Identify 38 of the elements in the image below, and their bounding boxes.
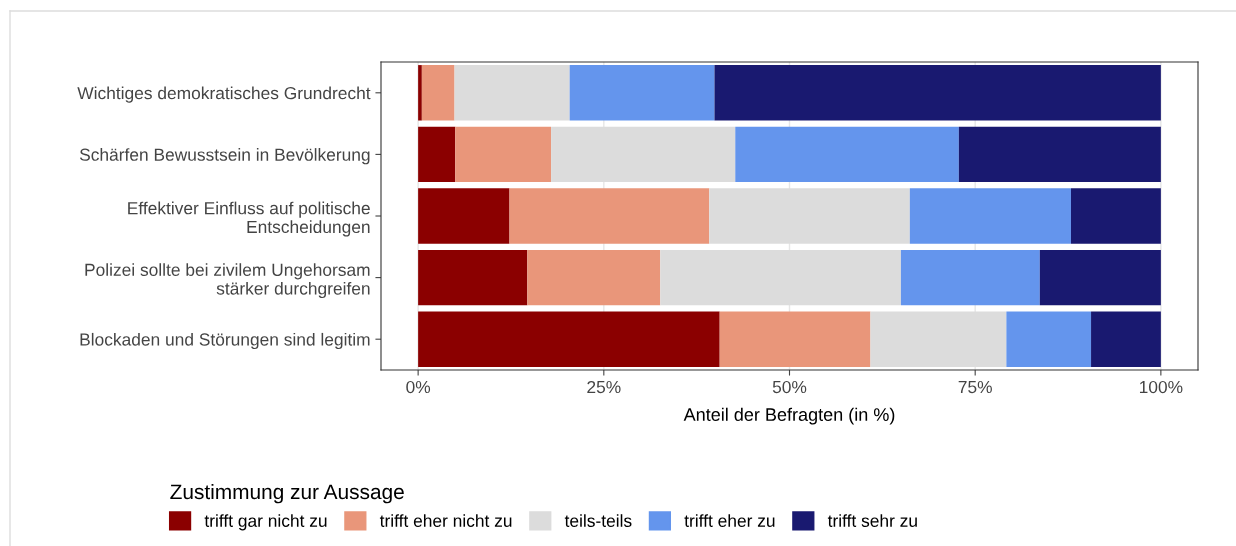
bar (719, 311, 871, 367)
bar (418, 311, 720, 367)
bar (454, 65, 570, 121)
bar (1006, 311, 1092, 367)
y-tick-label: Schärfen Bewusstsein in Bevölkerung (79, 148, 370, 165)
bar (735, 126, 959, 183)
x-axis-title: Anteil der Befragten (in %) (683, 407, 895, 425)
x-tick-label: 0% (406, 380, 431, 394)
y-tick-label: Effektiver Einfluss auf politische Entscheidungen (128, 201, 370, 237)
x-tick-label: 25% (587, 380, 621, 394)
bar (900, 249, 1040, 306)
legend-label: trifft eher zu (684, 514, 775, 527)
legend-label: trifft sehr zu (827, 514, 917, 527)
bar (714, 65, 1161, 121)
y-tick-label: Wichtiges demokratisches Grundrecht (77, 86, 371, 103)
bar (527, 249, 661, 306)
bar (958, 126, 1161, 183)
bar (421, 65, 455, 121)
bar (509, 188, 710, 244)
bar (418, 188, 510, 244)
legend-label: trifft gar nicht zu (204, 514, 327, 531)
bar (1039, 249, 1161, 306)
bar (418, 126, 456, 183)
bar (455, 126, 552, 183)
bar (418, 65, 422, 121)
x-tick-label: 100% (1139, 380, 1183, 394)
bar (1091, 311, 1161, 367)
bar (909, 188, 1071, 244)
y-tick-label: Polizei sollte bei zivilem Ungehorsam stärker durchgreifen (85, 263, 370, 299)
y-tick-label: Blockaden und Störungen sind legitim (80, 332, 370, 350)
bar (418, 249, 528, 306)
bar (569, 65, 715, 121)
legend-label: trifft eher nicht zu (379, 514, 512, 527)
bar (1070, 188, 1161, 244)
legend-label: teils-teils (564, 514, 632, 527)
x-tick-label: 75% (958, 380, 992, 394)
legend-title: Zustimmung zur Aussage (170, 483, 404, 504)
x-tick-label: 50% (772, 380, 807, 394)
